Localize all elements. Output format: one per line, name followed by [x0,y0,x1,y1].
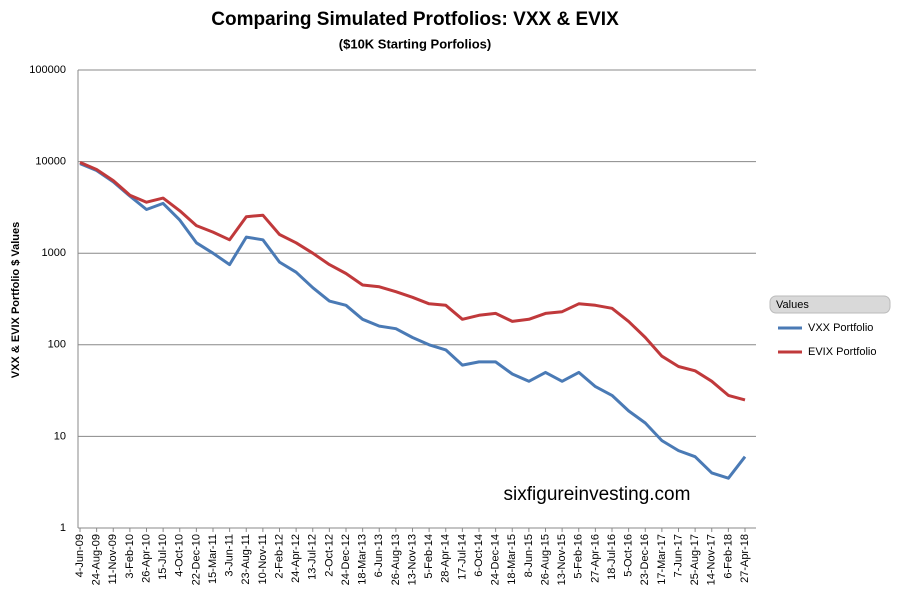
x-tick-label: 4-Oct-10 [174,534,186,577]
y-tick-label: 10000 [35,156,66,168]
x-tick-label: 7-Jun-17 [672,534,684,577]
chart-subtitle: ($10K Starting Porfolios) [339,36,491,51]
x-tick-label: 15-Jul-10 [157,534,169,580]
x-tick-label: 24-Aug-09 [91,534,103,585]
x-tick-label: 5-Feb-14 [423,534,435,579]
series-line [79,162,747,480]
x-tick-label: 13-Nov-15 [556,534,568,585]
y-tick-label: 1000 [42,247,66,259]
x-tick-label: 13-Nov-13 [406,534,418,585]
x-tick-label: 18-Jul-16 [606,534,618,580]
x-tick-label: 13-Jul-12 [307,534,319,580]
y-tick-label: 100000 [29,64,66,76]
x-tick-label: 8-Jun-15 [523,534,535,577]
x-tick-label: 3-Jun-11 [224,534,236,577]
chart-title: Comparing Simulated Protfolios: VXX & EV… [211,9,619,30]
legend-title: Values [776,299,809,311]
y-tick-label: 100 [48,339,66,351]
x-tick-label: 14-Nov-17 [706,534,718,585]
x-tick-label: 5-Feb-16 [573,534,585,579]
x-tick-label: 6-Feb-18 [722,534,734,579]
x-tick-label: 10-Nov-11 [257,534,269,585]
x-tick-label: 17-Mar-17 [656,534,668,585]
x-tick-label: 26-Apr-10 [140,534,152,583]
y-axis-label: VXX & EVIX Portfolio $ Values [10,222,22,379]
x-tick-label: 27-Apr-16 [589,534,601,583]
x-tick-label: 4-Jun-09 [74,534,86,577]
y-tick-label: 10 [54,430,66,442]
x-tick-label: 15-Mar-11 [207,534,219,584]
x-tick-label: 6-Oct-14 [473,534,485,577]
legend-label: VXX Portfolio [808,322,873,334]
x-tick-label: 6-Jun-13 [373,534,385,577]
x-tick-label: 24-Dec-14 [490,534,502,585]
x-tick-label: 3-Feb-10 [124,534,136,579]
x-tick-label: 18-Mar-15 [506,534,518,585]
x-tick-label: 26-Aug-15 [539,534,551,585]
x-tick-label: 23-Dec-16 [639,534,651,585]
x-tick-label: 23-Aug-11 [240,534,252,585]
legend-header [769,295,891,314]
x-tick-label: 24-Dec-12 [340,534,352,585]
y-tick-label: 1 [60,522,66,534]
x-tick-label: 2-Feb-12 [273,534,285,579]
x-tick-label: 17-Jul-14 [456,534,468,580]
legend-label: EVIX Portfolio [808,346,876,358]
x-tick-label: 25-Aug-17 [689,534,701,585]
x-tick-label: 28-Apr-14 [440,534,452,583]
x-tick-label: 22-Dec-10 [190,534,202,585]
watermark: sixfigureinvesting.com [504,484,691,505]
x-tick-label: 26-Aug-13 [390,534,402,585]
series-line [79,161,746,402]
x-tick-label: 2-Oct-12 [323,534,335,577]
x-tick-label: 5-Oct-16 [623,534,635,577]
x-tick-label: 24-Apr-12 [290,534,302,583]
x-tick-label: 27-Apr-18 [739,534,751,583]
x-tick-label: 18-Mar-13 [357,534,369,585]
x-tick-label: 11-Nov-09 [107,534,119,585]
